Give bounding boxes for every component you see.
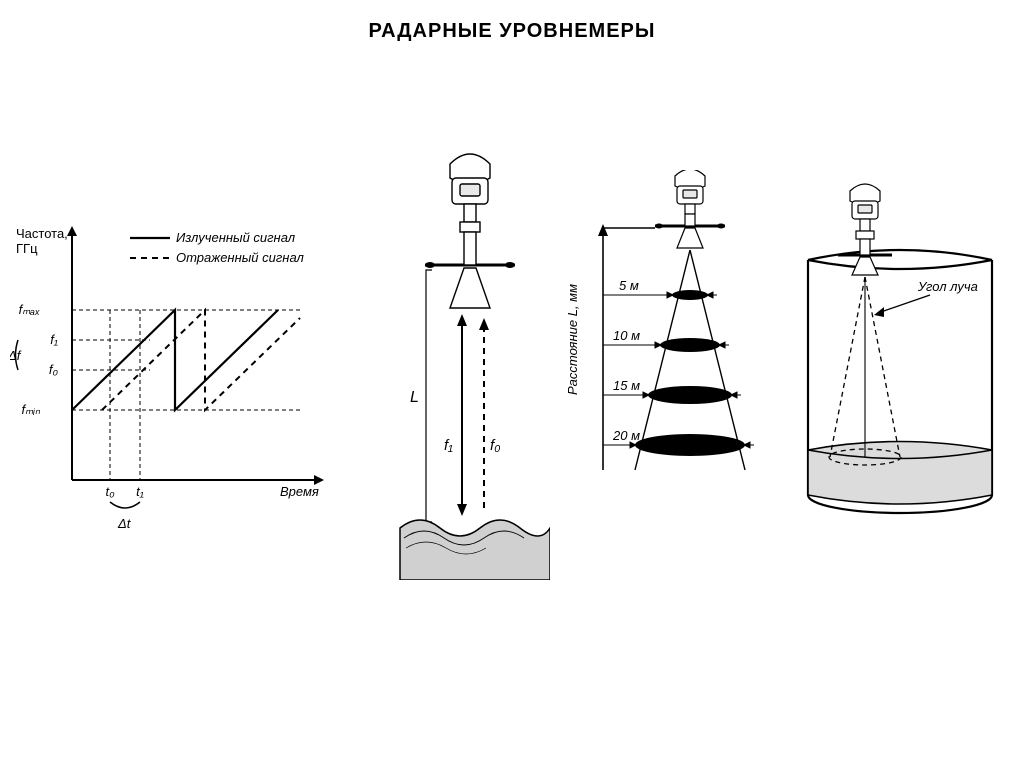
delta-f-label: Δf bbox=[10, 348, 22, 363]
dist-20m: 20 м bbox=[612, 428, 640, 443]
tick-f1: f₁ bbox=[50, 332, 58, 347]
f0-label: f₀ bbox=[490, 437, 501, 454]
liquid-surface-icon bbox=[400, 520, 550, 580]
legend-emitted: Излученный сигнал bbox=[176, 230, 296, 245]
radar-sensor-icon bbox=[450, 154, 490, 232]
legend-reflected: Отраженный сигнал bbox=[176, 250, 305, 265]
delta-t-label: Δt bbox=[117, 516, 132, 531]
beam-ellipses: 5 м 10 м bbox=[603, 278, 754, 456]
beam-spread-diagram: Расстояние L, мм 5 м bbox=[555, 170, 785, 540]
beam-angle-label: Угол луча bbox=[917, 279, 978, 294]
tick-t0: t₀ bbox=[105, 484, 115, 499]
chart-legend: Излученный сигнал Отраженный сигнал bbox=[130, 230, 305, 265]
radar-sensor-icon bbox=[675, 170, 705, 214]
f1-arrow-icon bbox=[457, 314, 467, 516]
tick-t1: t₁ bbox=[136, 484, 144, 499]
dist-15m: 15 м bbox=[613, 378, 640, 393]
radar-sensor-icon bbox=[850, 184, 880, 239]
dist-10m: 10 м bbox=[613, 328, 640, 343]
angle-callout: Угол луча bbox=[874, 279, 978, 317]
dist-5m: 5 м bbox=[619, 278, 639, 293]
f1-label: f₁ bbox=[444, 437, 453, 454]
L-label: L bbox=[410, 389, 419, 406]
sensor-wave-diagram: L f₁ f₀ bbox=[390, 150, 550, 580]
distance-axis-label: Расстояние L, мм bbox=[565, 284, 580, 395]
tick-fmin: fₘᵢₙ bbox=[21, 402, 40, 417]
tick-f0: f₀ bbox=[49, 362, 59, 377]
x-axis-title: Время bbox=[280, 484, 319, 499]
y-axis-title: Частота,ГГц bbox=[16, 226, 68, 256]
frequency-chart: Частота,ГГц fₘₐₓ f₁ f₀ fₘᵢₙ Δf t₀ t₁ Δt … bbox=[10, 220, 340, 540]
tick-fmax: fₘₐₓ bbox=[19, 302, 40, 317]
tank-diagram: Угол луча bbox=[790, 165, 1010, 545]
page-title: РАДАРНЫЕ УРОВНЕМЕРЫ bbox=[0, 20, 1024, 43]
liquid-fill bbox=[808, 442, 992, 505]
